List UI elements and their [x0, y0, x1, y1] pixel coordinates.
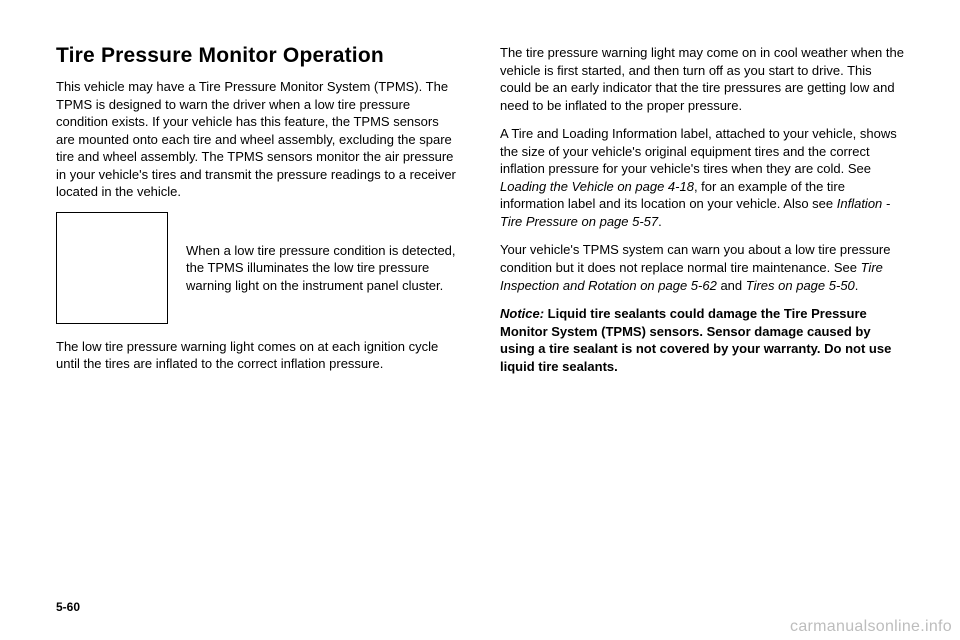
intro-paragraph: This vehicle may have a Tire Pressure Mo… [56, 78, 460, 201]
notice-label: Notice: [500, 306, 544, 321]
right-column: The tire pressure warning light may come… [500, 44, 904, 386]
text-segment: . [855, 278, 859, 293]
ignition-cycle-paragraph: The low tire pressure warning light come… [56, 338, 460, 373]
cross-ref-loading: Loading the Vehicle on page 4-18 [500, 179, 694, 194]
text-segment: A Tire and Loading Information label, at… [500, 126, 897, 176]
page-number: 5-60 [56, 600, 80, 614]
notice-paragraph: Notice: Liquid tire sealants could damag… [500, 305, 904, 375]
manual-page: Tire Pressure Monitor Operation This veh… [0, 0, 960, 640]
cross-ref-tires: Tires on page 5-50 [746, 278, 855, 293]
notice-text: Liquid tire sealants could damage the Ti… [500, 306, 891, 374]
text-segment: . [658, 214, 662, 229]
two-column-layout: Tire Pressure Monitor Operation This veh… [56, 44, 904, 386]
text-segment: Your vehicle's TPMS system can warn you … [500, 242, 891, 275]
warning-light-icon-placeholder [56, 212, 168, 324]
text-segment: and [717, 278, 746, 293]
cool-weather-paragraph: The tire pressure warning light may come… [500, 44, 904, 114]
loading-info-paragraph: A Tire and Loading Information label, at… [500, 125, 904, 230]
page-title: Tire Pressure Monitor Operation [56, 44, 460, 68]
maintenance-paragraph: Your vehicle's TPMS system can warn you … [500, 241, 904, 294]
warning-light-caption: When a low tire pressure condition is de… [186, 242, 460, 295]
warning-light-figure: When a low tire pressure condition is de… [56, 212, 460, 324]
watermark: carmanualsonline.info [790, 618, 952, 636]
left-column: Tire Pressure Monitor Operation This veh… [56, 44, 460, 386]
